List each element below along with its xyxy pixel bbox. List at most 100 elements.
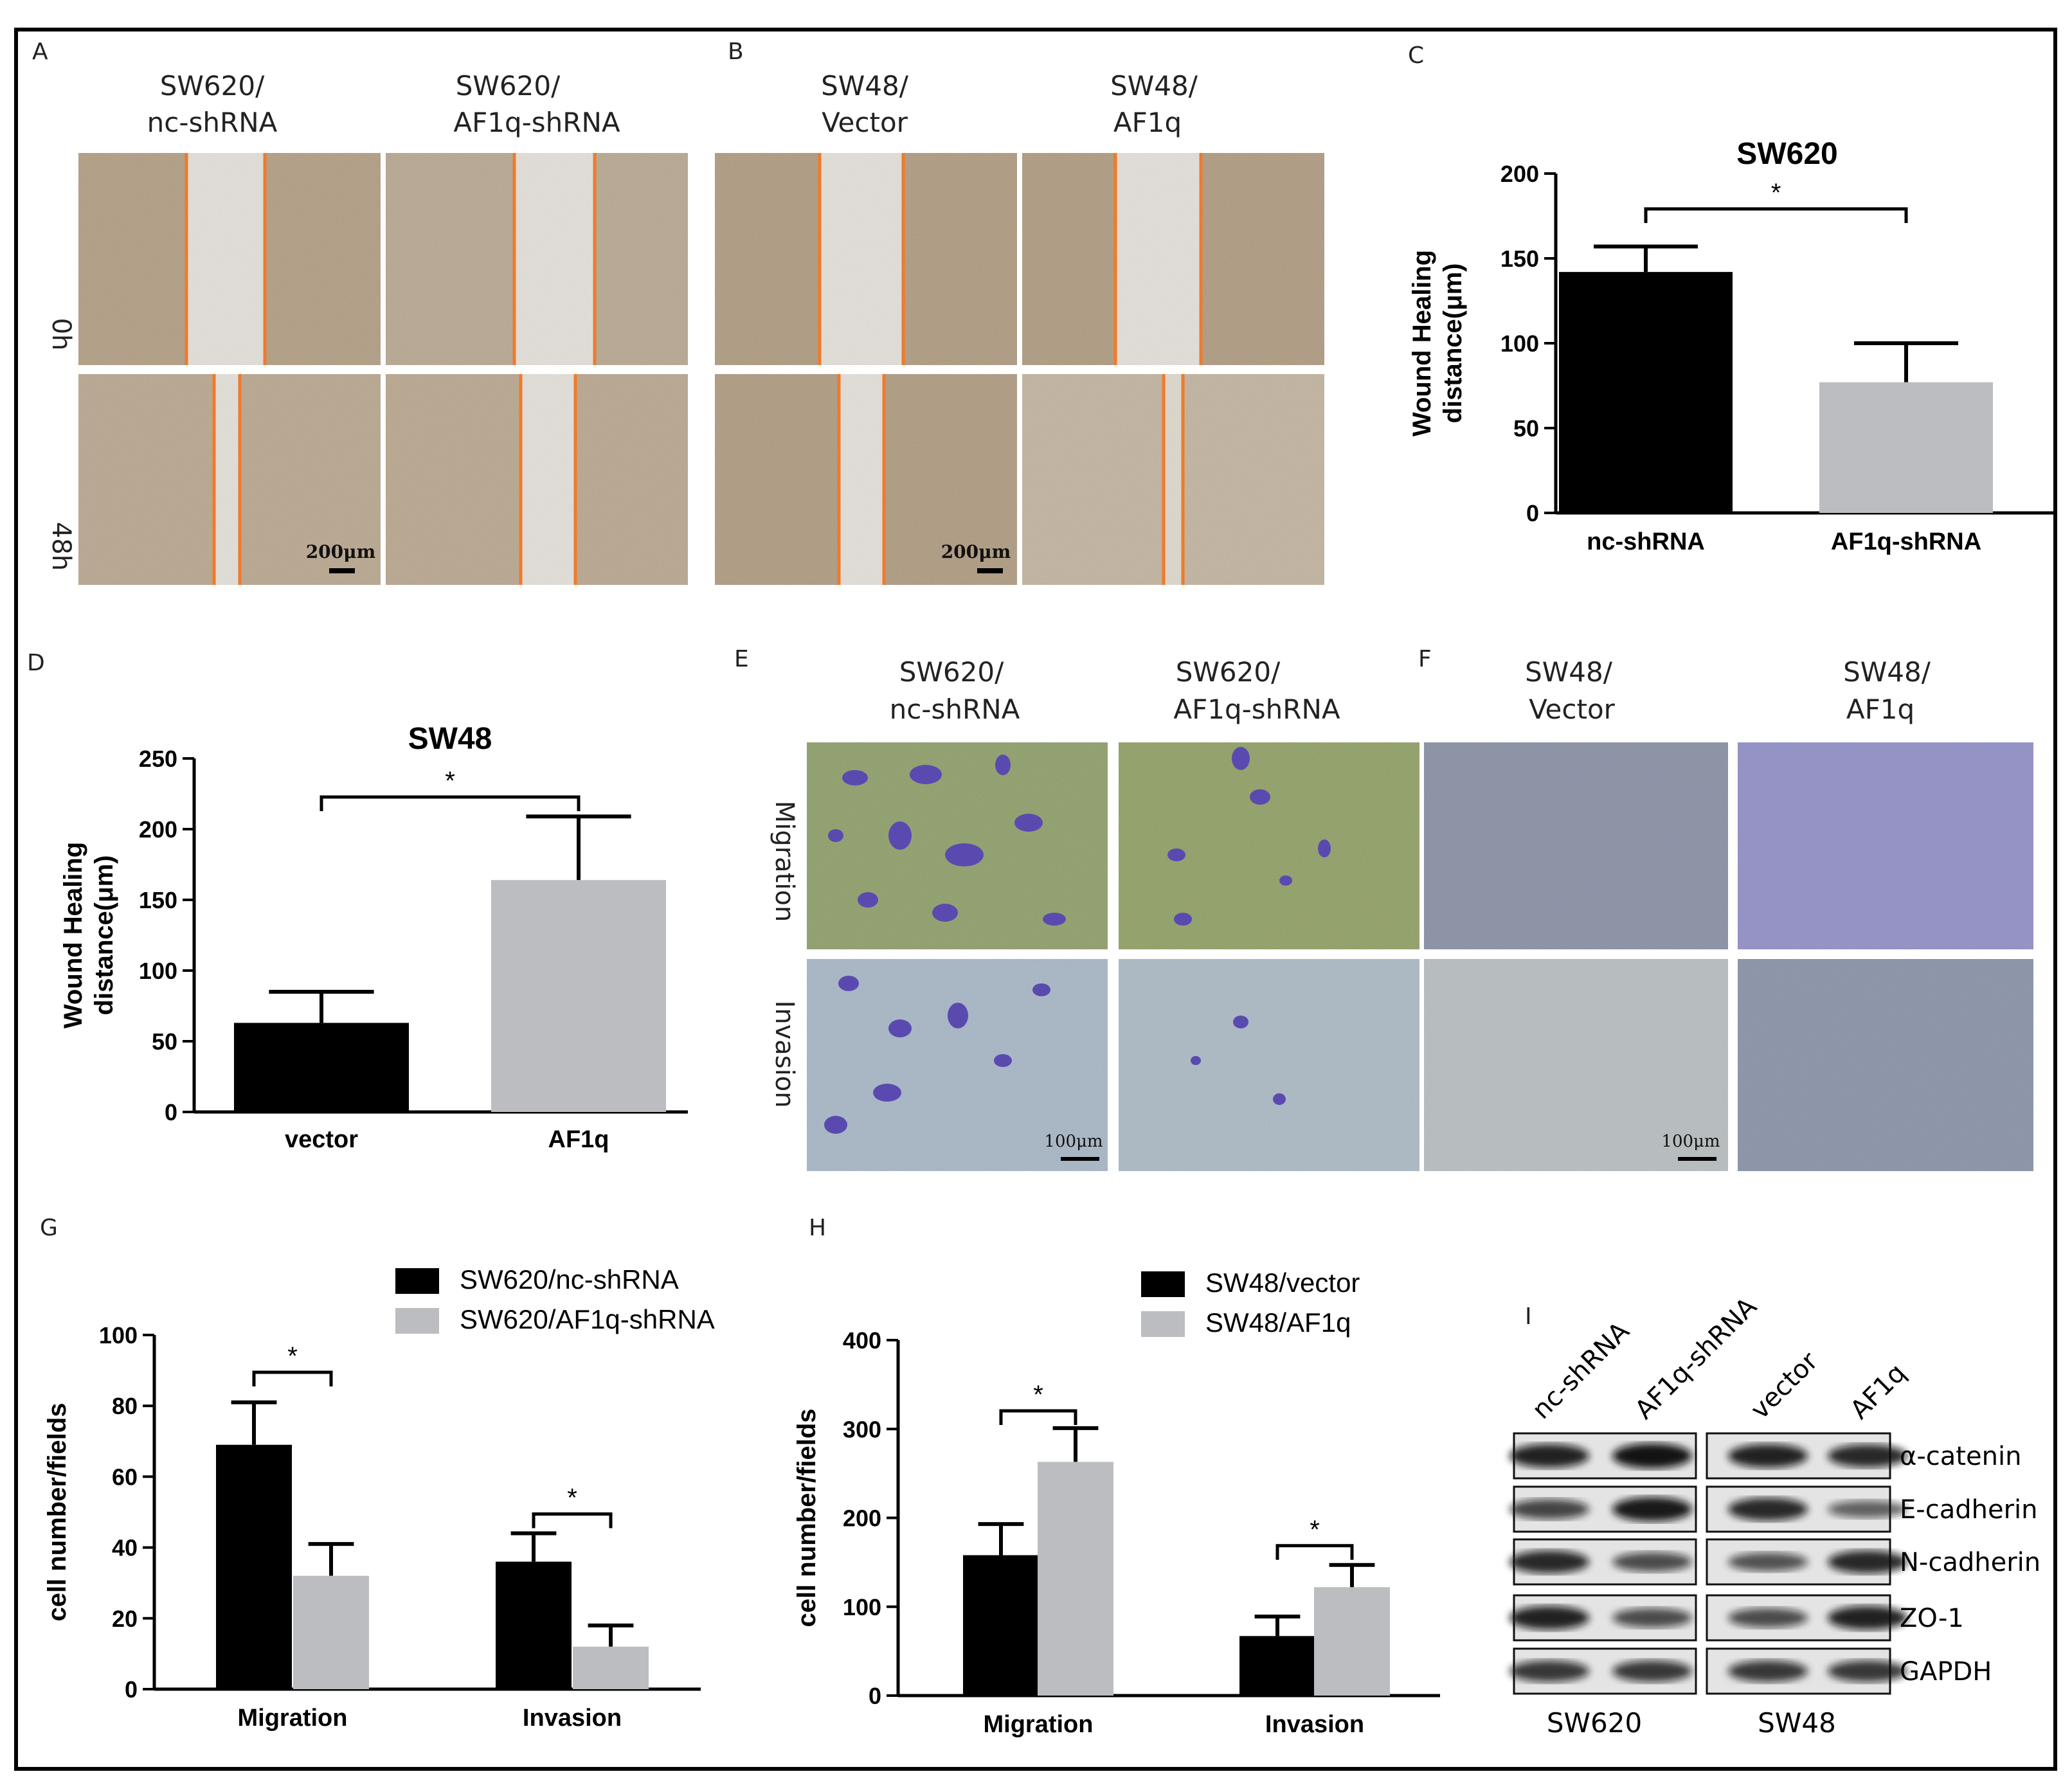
blot-band [1612,1660,1692,1682]
panel-letter-i: I [1525,1304,1532,1330]
panel-ab-micrographs [78,153,1324,585]
panel-letter-c: C [1408,42,1424,69]
y-tick-label: 100 [99,1322,138,1348]
y-tick-label: 150 [139,887,177,913]
bar-SW620/nc-shRNA-Invasion [496,1561,572,1689]
blot-protein-label: GAPDH [1900,1657,1992,1687]
blot-band [1612,1443,1692,1469]
micrograph-e-invasion-af1q [1119,959,1419,1171]
chart-title: SW620 [1736,137,1837,171]
panel-e-col1-line1: SW620/ [899,656,1004,688]
scale-bar-b-label: 200μm [941,541,1011,562]
micrograph-e-migration-af1q [1119,742,1419,949]
legend-label: SW48/AF1q [1205,1307,1351,1338]
blot-protein-label: α-catenin [1900,1442,2021,1471]
y-tick-label: 100 [139,958,177,984]
y-tick-label: 250 [139,746,177,772]
blot-band [1728,1660,1808,1682]
blot-band [1728,1608,1808,1628]
blot-band [1612,1608,1692,1628]
bar-AF1q-shRNA [1819,382,1993,513]
y-axis-label: cell number/fields [793,1408,821,1627]
blot-band [1728,1498,1808,1521]
micrograph-f-invasion-vector [1424,959,1728,1171]
micrograph-b-0h-af1q [1022,153,1324,365]
y-tick-label: 0 [869,1683,881,1709]
y-tick-label: 200 [139,816,177,843]
micrograph-e-invasion-nc [807,959,1108,1171]
panel-b-col2-line1: SW48/ [1110,70,1198,102]
bar-SW48/vector-Migration [963,1555,1039,1696]
significance-bracket [1644,207,1908,223]
blot-band [1728,1552,1808,1572]
y-axis-label: Wound Healing distance(μm) [1408,250,1467,436]
panel-b-col1-line1: SW48/ [821,70,909,102]
micrograph-a-48h-af1q [386,374,688,585]
panel-f-col2-line2: AF1q [1846,694,1914,725]
bar-nc-shRNA [1559,272,1733,513]
y-tick-label: 50 [1513,415,1539,442]
panel-a-row-0h: 0h [46,318,76,351]
bar-SW620/AF1q-shRNA-Invasion [573,1646,649,1689]
panel-letter-h: H [809,1215,826,1241]
y-tick-label: 150 [1500,246,1539,272]
x-tick-label: vector [285,1126,358,1153]
significance-star: * [1310,1516,1320,1544]
legend-swatch [1141,1311,1185,1337]
y-tick-label: 300 [843,1416,881,1442]
panel-b-col1-line2: Vector [822,107,908,138]
micrograph-b-48h-af1q [1022,374,1324,585]
x-tick-label: Migration [238,1705,348,1732]
scale-bar-a-label: 200μm [306,541,376,562]
bar-vector [234,1023,409,1112]
scale-bar-e: 100μm [1044,1132,1103,1161]
legend-label: SW620/AF1q-shRNA [460,1304,715,1334]
chart-h: 0 100 200 300 400 cell number/fields * * SW48/ve… [793,1268,1440,1738]
scale-bar-f-label: 100μm [1661,1132,1720,1151]
blot-band [1509,1606,1589,1630]
scale-bar-a: 200μm [306,541,376,573]
panel-b-col2-line2: AF1q [1113,107,1182,138]
panel-letter-e: E [734,646,749,672]
scale-bar-f: 100μm [1661,1132,1720,1161]
y-tick-label: 60 [112,1464,138,1490]
significance-star: * [1771,179,1781,207]
x-tick-label: Invasion [1265,1711,1364,1738]
micrograph-f-migration-af1q [1738,742,2033,949]
panel-f-col1-line1: SW48/ [1525,656,1613,688]
significance-bracket [1275,1544,1354,1560]
panel-a-col2-line2: AF1q-shRNA [453,107,620,138]
significance-bracket [320,795,581,811]
micrograph-a-48h-nc [78,374,381,585]
x-tick-label: AF1q-shRNA [1831,528,1981,555]
panel-e-row-invasion: Invasion [770,1000,799,1107]
blot-band [1828,1660,1907,1682]
blot-band [1612,1497,1692,1521]
panel-letter-d: D [27,650,45,676]
blot-protein-label: N-cadherin [1900,1548,2040,1577]
panel-e-row-migration: Migration [770,801,799,922]
blot-band [1509,1499,1589,1519]
panel-letter-f: F [1418,646,1432,672]
blot-protein-label: ZO-1 [1900,1604,1964,1633]
micrograph-b-48h-vector [715,374,1017,585]
micrograph-f-invasion-af1q [1738,959,2033,1171]
y-tick-label: 0 [165,1099,177,1125]
y-axis-label: cell number/fields [43,1402,71,1621]
x-tick-label: nc-shRNA [1587,528,1705,555]
chart-title: SW48 [408,722,492,756]
panel-letter-g: G [40,1215,58,1241]
y-tick-label: 400 [843,1327,881,1354]
significance-star: * [567,1484,577,1512]
x-tick-label: Migration [984,1711,1094,1738]
legend-swatch [1141,1271,1185,1297]
y-tick-label: 80 [112,1393,138,1419]
significance-bracket [999,1409,1077,1425]
blot-band [1728,1444,1808,1468]
y-tick-label: 100 [843,1594,881,1620]
micrograph-a-0h-af1q [386,153,688,365]
micrograph-e-migration-nc [807,742,1108,949]
figure-border [14,28,2057,1771]
scale-bar-b: 200μm [941,541,1011,573]
